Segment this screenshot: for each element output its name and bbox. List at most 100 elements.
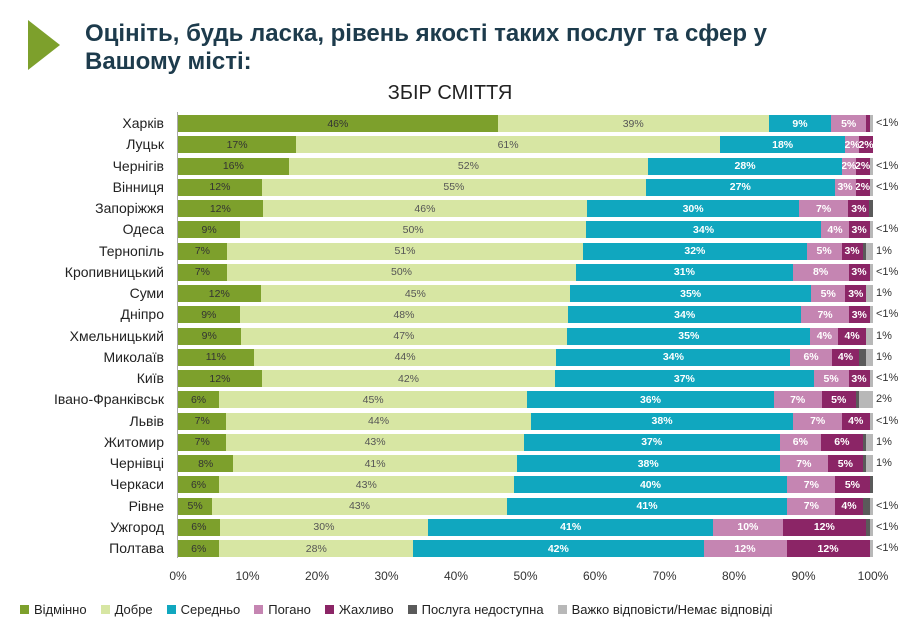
data-label: <1% [876, 265, 899, 278]
category-label: Харків [122, 115, 164, 131]
data-label: <1% [876, 117, 899, 129]
bar-segment [866, 348, 873, 366]
bar-segment [866, 242, 873, 260]
bar-segment [869, 115, 873, 132]
category-label: Миколаїв [103, 348, 164, 365]
legend-item: Добре [100, 602, 153, 617]
bar-segment: 30% [219, 518, 429, 536]
bar-segment: 10% [713, 518, 783, 536]
x-tick-label: 30% [374, 569, 399, 583]
bar-segment: 6% [779, 433, 822, 451]
bar-segment: 7% [178, 412, 227, 430]
bar-segment [869, 540, 873, 557]
bar-segment: 3% [834, 178, 856, 196]
bar-segment: 18% [720, 136, 846, 154]
bar-segment [869, 200, 873, 217]
category-label: Дніпро [120, 306, 164, 323]
bar-segment: 2% [859, 136, 873, 154]
bar-segment: 46% [178, 115, 498, 132]
page-title: Оцініть, будь ласка, рівень якості таких… [85, 20, 767, 75]
bar-segment: 4% [821, 221, 849, 239]
data-label: <1% [876, 372, 899, 384]
category-label: Чернігів [112, 157, 164, 174]
bar-segment: 45% [219, 391, 528, 409]
bar-segment: 4% [835, 497, 863, 515]
x-tick-label: 90% [791, 569, 816, 583]
data-label: 1% [876, 350, 892, 363]
bar-segment [869, 263, 873, 281]
bar-segment: 7% [801, 306, 850, 324]
data-label: <1% [876, 542, 899, 554]
bar-segment: 4% [810, 327, 839, 345]
data-label: 1% [876, 457, 892, 469]
legend-label: Добре [114, 602, 153, 617]
bar-segment: 5% [831, 115, 867, 132]
bar-segment: 17% [178, 136, 297, 154]
bar-segment: 42% [413, 540, 704, 557]
legend-item: Середньо [166, 602, 240, 617]
bar-segment: 44% [226, 412, 531, 430]
bar-segment [866, 433, 873, 451]
bar-segment: 7% [773, 391, 822, 409]
category-label: Київ [136, 370, 164, 386]
legend-swatch [407, 605, 417, 614]
bar-segment: 50% [226, 263, 577, 281]
bar-segment: 6% [178, 391, 220, 409]
legend-label: Важко відповісти/Немає відповіді [571, 602, 773, 617]
bar-segment: 2% [855, 178, 870, 196]
x-tick-label: 20% [304, 569, 330, 583]
category-label: Ужгород [110, 518, 164, 535]
bar-segment [866, 115, 870, 132]
legend-label: Послуга недоступна [421, 602, 544, 617]
category-label: Вінниця [112, 178, 164, 195]
legend-swatch [100, 605, 110, 614]
bar-segment [869, 518, 873, 536]
data-label: 1% [876, 435, 892, 448]
bar-segment: 41% [428, 518, 714, 536]
legend-swatch [166, 605, 176, 614]
bar-segment: 3% [841, 242, 863, 260]
bar-segment: 5% [811, 285, 846, 302]
logo-triangle [28, 20, 60, 70]
bar-segment: 9% [178, 306, 240, 324]
bar-segment [866, 285, 873, 302]
data-label: <1% [876, 159, 899, 172]
bar-segment: 3% [848, 263, 870, 281]
bar-segment: 34% [556, 348, 791, 366]
y-axis-line [177, 112, 178, 558]
bar-segment: 3% [848, 221, 870, 239]
legend-swatch [324, 605, 334, 614]
category-label: Тернопіль [98, 242, 164, 259]
bar-segment: 2% [845, 136, 860, 154]
bar-segment [866, 455, 873, 472]
bar-segment: 51% [226, 242, 584, 260]
bar-segment: 52% [288, 157, 649, 175]
bar-segment: 6% [821, 433, 863, 451]
bar-segment [859, 348, 867, 366]
bar-segment: 7% [793, 412, 842, 430]
bar-segment: 4% [838, 327, 867, 345]
bar-segment: 4% [831, 348, 860, 366]
bar-segment: 2% [841, 157, 856, 175]
data-label: <1% [876, 499, 899, 512]
legend-swatch [20, 605, 29, 614]
legend-label: Погано [268, 602, 311, 617]
bar-segment: 7% [779, 455, 829, 472]
bar-segment: 39% [497, 115, 769, 132]
bar-segment [862, 497, 870, 515]
bar-segment [869, 221, 873, 239]
bar-segment: 28% [219, 540, 414, 557]
bar-segment: 3% [848, 370, 870, 387]
legend-swatch [557, 605, 567, 614]
bar-segment: 6% [790, 348, 832, 366]
bar-segment: 5% [806, 242, 842, 260]
bar-segment: 45% [260, 285, 571, 302]
legend: Відмінно Добре Середньо Погано Жахливо Послуг… [20, 602, 773, 617]
bar-segment: 36% [527, 391, 774, 409]
category-label: Житомир [103, 433, 164, 450]
legend-item: Погано [254, 602, 311, 617]
bar-segment: 9% [178, 221, 241, 239]
bar-segment: 6% [178, 476, 220, 494]
bar-segment: 40% [513, 476, 788, 494]
chart-title: ЗБІР СМІТТЯ [387, 82, 513, 104]
